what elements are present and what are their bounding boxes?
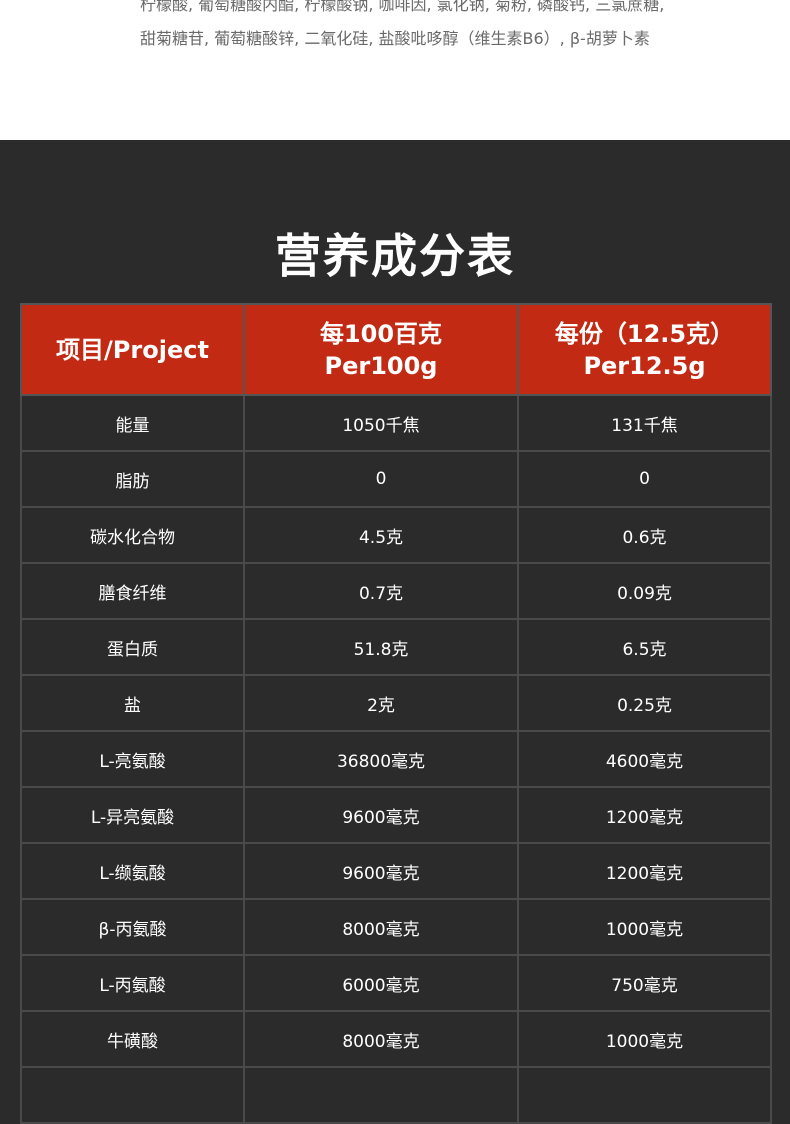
- header-label: 项目/Project: [56, 335, 209, 364]
- nutrient-name: [20, 1066, 245, 1124]
- value-per-serving: 1000毫克: [517, 898, 772, 956]
- header-sublabel: Per12.5g: [583, 351, 706, 380]
- value-per-serving: 1000毫克: [517, 1010, 772, 1068]
- nutrient-name: 能量: [20, 394, 245, 452]
- table-row: β-丙氨酸 8000毫克 1000毫克: [20, 898, 772, 956]
- value-per-serving: 0.25克: [517, 674, 772, 732]
- value-per-serving: 0.6克: [517, 506, 772, 564]
- value-per-serving: 0: [517, 450, 772, 508]
- nutrient-name: L-异亮氨酸: [20, 786, 245, 844]
- table-row: L-亮氨酸 36800毫克 4600毫克: [20, 730, 772, 788]
- nutrient-name: 脂肪: [20, 450, 245, 508]
- nutrient-name: β-丙氨酸: [20, 898, 245, 956]
- header-item: 项目/Project: [20, 303, 245, 396]
- ingredients-line-1: 柠檬酸, 葡萄糖酸内酯, 柠檬酸钠, 咖啡因, 氯化钠, 菊粉, 磷酸钙, 三氯…: [140, 0, 665, 14]
- value-per-serving: 1200毫克: [517, 786, 772, 844]
- value-per-100g: 2克: [243, 674, 519, 732]
- table-row: 蛋白质 51.8克 6.5克: [20, 618, 772, 676]
- nutrition-table: 项目/Project 每100百克 Per100g 每份（12.5克） Per1…: [20, 303, 772, 1124]
- table-row: [20, 1066, 772, 1124]
- ingredients-section: 柠檬酸, 葡萄糖酸内酯, 柠檬酸钠, 咖啡因, 氯化钠, 菊粉, 磷酸钙, 三氯…: [0, 0, 790, 140]
- table-row: 牛磺酸 8000毫克 1000毫克: [20, 1010, 772, 1068]
- nutrient-name: L-丙氨酸: [20, 954, 245, 1012]
- section-title: 营养成分表: [275, 229, 515, 283]
- table-row: L-异亮氨酸 9600毫克 1200毫克: [20, 786, 772, 844]
- header-per-serving: 每份（12.5克） Per12.5g: [517, 303, 772, 396]
- nutrient-name: L-缬氨酸: [20, 842, 245, 900]
- table-row: 盐 2克 0.25克: [20, 674, 772, 732]
- nutrient-name: 膳食纤维: [20, 562, 245, 620]
- table-row: 碳水化合物 4.5克 0.6克: [20, 506, 772, 564]
- header-label: 每份（12.5克）: [554, 319, 735, 348]
- value-per-100g: 4.5克: [243, 506, 519, 564]
- nutrient-name: L-亮氨酸: [20, 730, 245, 788]
- value-per-serving: 1200毫克: [517, 842, 772, 900]
- header-sublabel: Per100g: [324, 351, 438, 380]
- value-per-100g: 0.7克: [243, 562, 519, 620]
- value-per-100g: [243, 1066, 519, 1124]
- nutrient-name: 盐: [20, 674, 245, 732]
- value-per-100g: 6000毫克: [243, 954, 519, 1012]
- nutrient-name: 牛磺酸: [20, 1010, 245, 1068]
- value-per-100g: 8000毫克: [243, 1010, 519, 1068]
- ingredients-line-2: 甜菊糖苷, 葡萄糖酸锌, 二氧化硅, 盐酸吡哆醇（维生素B6）, β-胡萝卜素: [140, 29, 650, 48]
- table-header-row: 项目/Project 每100百克 Per100g 每份（12.5克） Per1…: [20, 303, 772, 396]
- value-per-100g: 36800毫克: [243, 730, 519, 788]
- value-per-100g: 9600毫克: [243, 786, 519, 844]
- value-per-serving: 0.09克: [517, 562, 772, 620]
- table-row: 膳食纤维 0.7克 0.09克: [20, 562, 772, 620]
- value-per-serving: 6.5克: [517, 618, 772, 676]
- value-per-100g: 51.8克: [243, 618, 519, 676]
- value-per-100g: 1050千焦: [243, 394, 519, 452]
- table-row: L-丙氨酸 6000毫克 750毫克: [20, 954, 772, 1012]
- table-row: 能量 1050千焦 131千焦: [20, 394, 772, 452]
- value-per-100g: 8000毫克: [243, 898, 519, 956]
- value-per-100g: 0: [243, 450, 519, 508]
- ingredients-text: 柠檬酸, 葡萄糖酸内酯, 柠檬酸钠, 咖啡因, 氯化钠, 菊粉, 磷酸钙, 三氯…: [140, 0, 760, 56]
- value-per-serving: 4600毫克: [517, 730, 772, 788]
- value-per-100g: 9600毫克: [243, 842, 519, 900]
- header-label: 每100百克: [319, 319, 443, 348]
- nutrient-name: 蛋白质: [20, 618, 245, 676]
- table-row: L-缬氨酸 9600毫克 1200毫克: [20, 842, 772, 900]
- value-per-serving: 131千焦: [517, 394, 772, 452]
- table-row: 脂肪 0 0: [20, 450, 772, 508]
- value-per-serving: 750毫克: [517, 954, 772, 1012]
- nutrient-name: 碳水化合物: [20, 506, 245, 564]
- nutrition-section: 营养成分表 项目/Project 每100百克 Per100g 每份（12.5克…: [0, 140, 790, 1124]
- header-per-100g: 每100百克 Per100g: [243, 303, 519, 396]
- value-per-serving: [517, 1066, 772, 1124]
